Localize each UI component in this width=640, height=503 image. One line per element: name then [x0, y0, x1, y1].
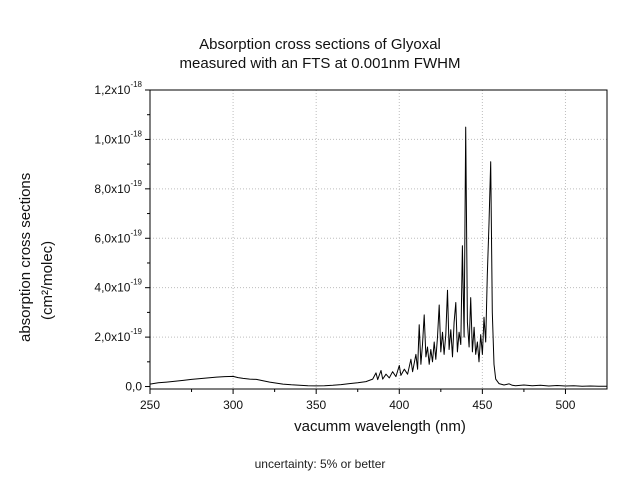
- x-tick-label: 300: [223, 398, 243, 412]
- spectrum-series-line: [149, 126, 608, 387]
- y-tick-label: 4,0x10-19: [94, 278, 142, 295]
- y-tick-label: 1,2x10-18: [94, 80, 142, 97]
- x-tick-label: 450: [472, 398, 492, 412]
- x-axis-label: vacumm wavelength (nm): [294, 418, 466, 435]
- y-tick-label: 8,0x10-19: [94, 179, 142, 196]
- uncertainty-note: uncertainty: 5% or better: [254, 457, 386, 471]
- plot-frame: [149, 89, 608, 390]
- y-tick-label: 6,0x10-19: [94, 228, 142, 245]
- y-axis-label-line-1: absorption cross sections: [17, 172, 34, 342]
- grid-layer: [150, 90, 607, 389]
- y-axis-label: absorption cross sections (cm²/molec): [17, 172, 77, 342]
- ticks-layer: 250 300 350 400 450 500 0,0 2,0x10-19 4,0x10-19 6…: [94, 80, 575, 412]
- chart-title-line-2: measured with an FTS at 0.001nm FWHM: [179, 55, 461, 72]
- x-tick-label: 400: [389, 398, 409, 412]
- y-tick-label: 0,0: [125, 380, 142, 394]
- chart-title-line-1: Absorption cross sections of Glyoxal: [199, 36, 441, 53]
- x-tick-label: 350: [306, 398, 326, 412]
- y-tick-label: 2,0x10-19: [94, 327, 142, 344]
- x-tick-label: 250: [140, 398, 160, 412]
- y-tick-label: 1,0x10-18: [94, 129, 142, 146]
- y-axis-label-line-2: (cm²/molec): [39, 240, 56, 320]
- x-tick-label: 500: [555, 398, 575, 412]
- series-layer: [149, 126, 608, 387]
